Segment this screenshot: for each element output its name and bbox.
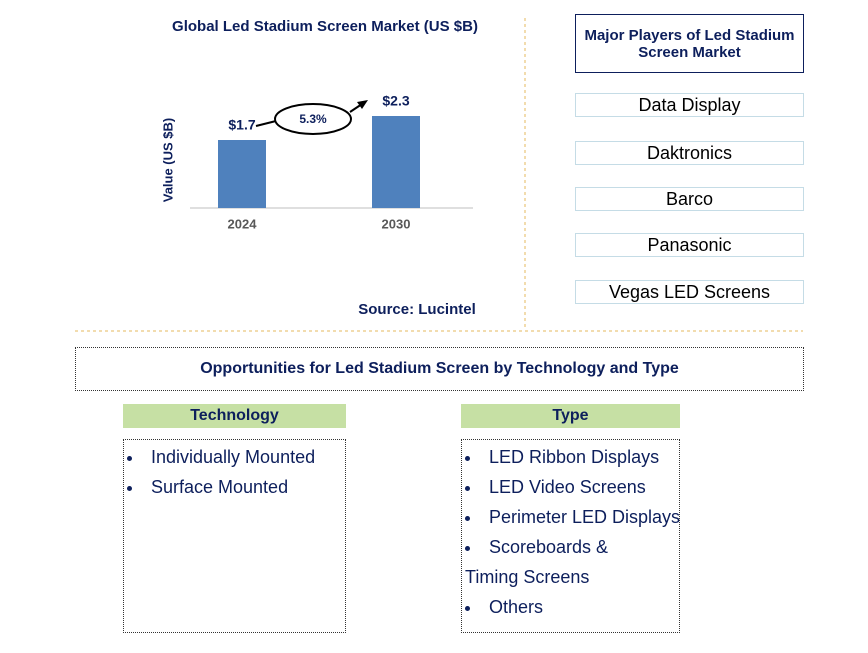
technology-items: Individually MountedSurface Mounted: [126, 442, 345, 502]
player: Panasonic: [575, 233, 804, 257]
player: Data Display: [575, 93, 804, 117]
cagr-label: 5.3%: [299, 112, 327, 126]
cagr-ellipse: [274, 103, 352, 135]
list-item: Scoreboards & Timing Screens: [465, 532, 625, 592]
y-axis-label: Value (US $B): [160, 118, 175, 203]
list-item: Perimeter LED Displays: [465, 502, 680, 532]
player: Daktronics: [575, 141, 804, 165]
arrow-head: [357, 100, 368, 109]
type-header: Type: [461, 404, 680, 428]
player: Vegas LED Screens: [575, 280, 804, 304]
player: Barco: [575, 187, 804, 211]
arrow: [255, 120, 277, 127]
technology-header: Technology: [123, 404, 346, 428]
opportunities-title: Opportunities for Led Stadium Screen by …: [75, 347, 804, 391]
x-tick-label: 2030: [382, 216, 411, 231]
bar: [218, 140, 266, 208]
bar: [372, 116, 420, 208]
technology-list: Individually MountedSurface Mounted: [123, 439, 346, 633]
type-items: LED Ribbon DisplaysLED Video ScreensPeri…: [464, 442, 680, 622]
list-item: LED Ribbon Displays: [465, 442, 679, 472]
x-tick-label: 2024: [228, 216, 258, 231]
source: Source: Lucintel: [358, 301, 476, 318]
list-item: Surface Mounted: [127, 472, 345, 502]
value-label: $1.7: [228, 117, 255, 133]
value-label: $2.3: [382, 93, 409, 109]
chart-title: Global Led Stadium Screen Market (US $B): [172, 18, 478, 35]
players-title: Major Players of Led Stadium Screen Mark…: [575, 14, 804, 73]
list-item: Individually Mounted: [127, 442, 345, 472]
list-item: LED Video Screens: [465, 472, 679, 502]
type-list: LED Ribbon DisplaysLED Video ScreensPeri…: [461, 439, 680, 633]
list-item: Others: [465, 592, 679, 622]
